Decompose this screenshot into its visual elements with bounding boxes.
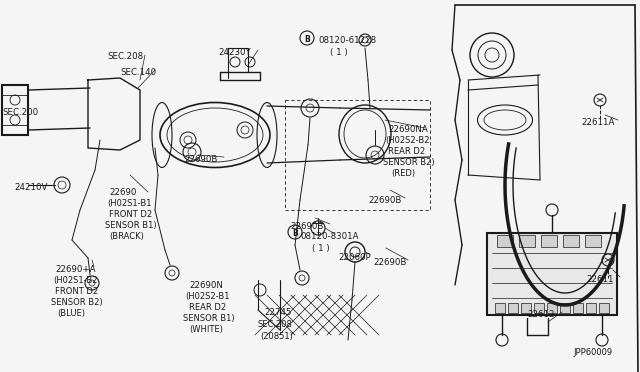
FancyBboxPatch shape bbox=[519, 235, 535, 247]
Text: 22690B: 22690B bbox=[373, 258, 406, 267]
Text: 22690: 22690 bbox=[109, 188, 136, 197]
Text: SENSOR B2): SENSOR B2) bbox=[51, 298, 102, 307]
Text: FRONT D2: FRONT D2 bbox=[109, 210, 152, 219]
Text: (H02S2-B1: (H02S2-B1 bbox=[185, 292, 230, 301]
Text: (WHITE): (WHITE) bbox=[189, 325, 223, 334]
FancyBboxPatch shape bbox=[573, 303, 583, 313]
Text: SEC.208: SEC.208 bbox=[107, 52, 143, 61]
Text: (RED): (RED) bbox=[391, 169, 415, 178]
Text: 08120-8301A: 08120-8301A bbox=[300, 232, 358, 241]
FancyBboxPatch shape bbox=[495, 303, 505, 313]
Text: B: B bbox=[304, 35, 310, 44]
FancyBboxPatch shape bbox=[599, 303, 609, 313]
Text: (20851): (20851) bbox=[260, 332, 293, 341]
Text: REAR D2: REAR D2 bbox=[388, 147, 425, 156]
Text: B: B bbox=[292, 228, 298, 237]
FancyBboxPatch shape bbox=[560, 303, 570, 313]
Text: SENSOR B1): SENSOR B1) bbox=[183, 314, 235, 323]
Text: 22612: 22612 bbox=[527, 310, 554, 319]
FancyBboxPatch shape bbox=[508, 303, 518, 313]
Text: (H02S1-B2: (H02S1-B2 bbox=[53, 276, 97, 285]
Text: SEC.200: SEC.200 bbox=[2, 108, 38, 117]
Text: (BRACK): (BRACK) bbox=[109, 232, 144, 241]
Text: 08120-61228: 08120-61228 bbox=[318, 36, 376, 45]
Text: (H02S1-B1: (H02S1-B1 bbox=[107, 199, 152, 208]
Text: SENSOR B1): SENSOR B1) bbox=[105, 221, 157, 230]
Text: ( 1 ): ( 1 ) bbox=[312, 244, 330, 253]
FancyBboxPatch shape bbox=[563, 235, 579, 247]
Text: ( 1 ): ( 1 ) bbox=[330, 48, 348, 57]
Text: 22690N: 22690N bbox=[189, 281, 223, 290]
FancyBboxPatch shape bbox=[585, 235, 601, 247]
Text: (H02S2-B2: (H02S2-B2 bbox=[385, 136, 429, 145]
Text: 22611: 22611 bbox=[586, 275, 614, 284]
Text: 24210V: 24210V bbox=[14, 183, 47, 192]
Text: 22690+A: 22690+A bbox=[55, 265, 95, 274]
Text: SENSOR B2): SENSOR B2) bbox=[383, 158, 435, 167]
FancyBboxPatch shape bbox=[497, 235, 513, 247]
FancyBboxPatch shape bbox=[541, 235, 557, 247]
Text: 24230Y: 24230Y bbox=[218, 48, 251, 57]
FancyBboxPatch shape bbox=[534, 303, 544, 313]
Text: SEC.140: SEC.140 bbox=[120, 68, 156, 77]
FancyBboxPatch shape bbox=[547, 303, 557, 313]
Text: JPP60009: JPP60009 bbox=[573, 348, 612, 357]
FancyBboxPatch shape bbox=[586, 303, 596, 313]
Text: REAR D2: REAR D2 bbox=[189, 303, 226, 312]
FancyBboxPatch shape bbox=[521, 303, 531, 313]
Text: 22690B: 22690B bbox=[290, 222, 323, 231]
Text: SEC.208: SEC.208 bbox=[258, 320, 293, 329]
Text: 22690NA: 22690NA bbox=[388, 125, 428, 134]
Text: 22690B: 22690B bbox=[184, 155, 218, 164]
FancyBboxPatch shape bbox=[487, 233, 617, 315]
Text: 22745: 22745 bbox=[264, 308, 291, 317]
Text: 22611A: 22611A bbox=[581, 118, 614, 127]
Text: FRONT D2: FRONT D2 bbox=[55, 287, 98, 296]
Text: (BLUE): (BLUE) bbox=[57, 309, 85, 318]
Text: 22060P: 22060P bbox=[338, 253, 371, 262]
Text: 22690B: 22690B bbox=[368, 196, 401, 205]
